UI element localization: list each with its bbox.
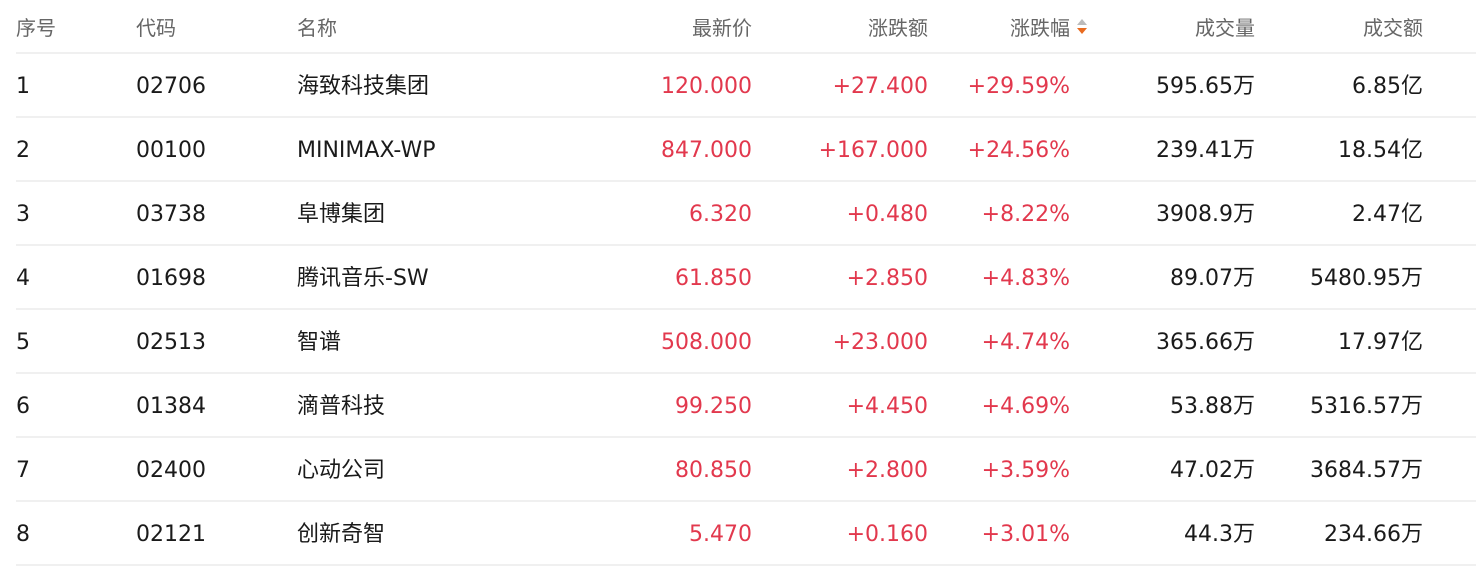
cell-turnover: 5480.95万 [1310,266,1423,291]
cell-name: 创新奇智 [297,522,386,547]
cell-volume: 53.88万 [1170,394,1255,419]
cell-pct: +3.01% [981,522,1070,547]
cell-change: +167.000 [818,138,928,163]
cell-volume: 44.3万 [1184,522,1255,547]
header-volume[interactable]: 成交量 [1195,16,1255,40]
table-row[interactable]: 4 01698 腾讯音乐-SW 61.850 +2.850 +4.83% 89.07万 548… [16,246,1476,310]
cell-volume: 89.07万 [1170,266,1255,291]
cell-turnover: 234.66万 [1324,522,1423,547]
header-pct-label: 涨跌幅 [1010,16,1070,40]
cell-name: 海致科技集团 [297,74,430,99]
sort-descending-icon[interactable] [1076,18,1088,37]
table-row[interactable]: 3 03738 阜博集团 6.320 +0.480 +8.22% 3908.9万 2.47亿 [16,182,1476,246]
cell-price: 5.470 [689,522,752,547]
cell-turnover: 17.97亿 [1338,330,1423,355]
table-row[interactable]: 1 02706 海致科技集团 120.000 +27.400 +29.59% 595.65万… [16,54,1476,118]
cell-turnover: 5316.57万 [1310,394,1423,419]
header-index: 序号 [16,16,56,40]
cell-volume: 239.41万 [1156,138,1255,163]
cell-index: 7 [16,458,30,483]
cell-code: 01698 [136,266,206,291]
cell-volume: 3908.9万 [1156,202,1255,227]
cell-price: 847.000 [661,138,752,163]
cell-code: 00100 [136,138,206,163]
cell-code: 02706 [136,74,206,99]
header-change[interactable]: 涨跌额 [868,16,928,40]
cell-index: 8 [16,522,30,547]
cell-index: 3 [16,202,30,227]
cell-code: 01384 [136,394,206,419]
cell-volume: 47.02万 [1170,458,1255,483]
cell-turnover: 18.54亿 [1338,138,1423,163]
cell-turnover: 2.47亿 [1352,202,1423,227]
cell-index: 4 [16,266,30,291]
cell-index: 2 [16,138,30,163]
cell-pct: +8.22% [981,202,1070,227]
cell-volume: 595.65万 [1156,74,1255,99]
cell-pct: +4.69% [981,394,1070,419]
cell-pct: +24.56% [967,138,1070,163]
cell-name: MINIMAX-WP [297,138,436,163]
cell-change: +0.480 [846,202,928,227]
cell-volume: 365.66万 [1156,330,1255,355]
cell-pct: +3.59% [981,458,1070,483]
cell-price: 61.850 [675,266,752,291]
cell-code: 02400 [136,458,206,483]
cell-name: 腾讯音乐-SW [297,266,429,291]
cell-pct: +4.83% [981,266,1070,291]
table-row[interactable]: 8 02121 创新奇智 5.470 +0.160 +3.01% 44.3万 234.66万 [16,502,1476,566]
cell-code: 02121 [136,522,206,547]
table-row[interactable]: 5 02513 智谱 508.000 +23.000 +4.74% 365.66万 17.97… [16,310,1476,374]
cell-code: 03738 [136,202,206,227]
cell-price: 120.000 [661,74,752,99]
cell-price: 80.850 [675,458,752,483]
table-header: 序号 代码 名称 最新价 涨跌额 涨跌幅 成交量 成交额 [16,0,1476,54]
header-name: 名称 [297,16,337,40]
cell-change: +27.400 [832,74,928,99]
header-code[interactable]: 代码 [136,16,176,40]
cell-index: 1 [16,74,30,99]
cell-change: +2.800 [846,458,928,483]
cell-name: 滴普科技 [297,394,386,419]
cell-turnover: 3684.57万 [1310,458,1423,483]
cell-name: 心动公司 [297,458,386,483]
cell-change: +0.160 [846,522,928,547]
cell-change: +4.450 [846,394,928,419]
cell-code: 02513 [136,330,206,355]
table-row[interactable]: 2 00100 MINIMAX-WP 847.000 +167.000 +24.56% 23… [16,118,1476,182]
cell-turnover: 6.85亿 [1352,74,1423,99]
cell-price: 508.000 [661,330,752,355]
cell-price: 99.250 [675,394,752,419]
cell-name: 阜博集团 [297,202,386,227]
cell-index: 5 [16,330,30,355]
header-price[interactable]: 最新价 [692,16,752,40]
header-turnover[interactable]: 成交额 [1363,16,1423,40]
table-row[interactable]: 7 02400 心动公司 80.850 +2.800 +3.59% 47.02万 3684.5… [16,438,1476,502]
cell-pct: +4.74% [981,330,1070,355]
table-row[interactable]: 6 01384 滴普科技 99.250 +4.450 +4.69% 53.88万 5316.5… [16,374,1476,438]
cell-change: +23.000 [832,330,928,355]
cell-name: 智谱 [297,330,342,355]
cell-price: 6.320 [689,202,752,227]
header-pct[interactable]: 涨跌幅 [1010,0,1088,56]
cell-change: +2.850 [846,266,928,291]
cell-index: 6 [16,394,30,419]
cell-pct: +29.59% [967,74,1070,99]
